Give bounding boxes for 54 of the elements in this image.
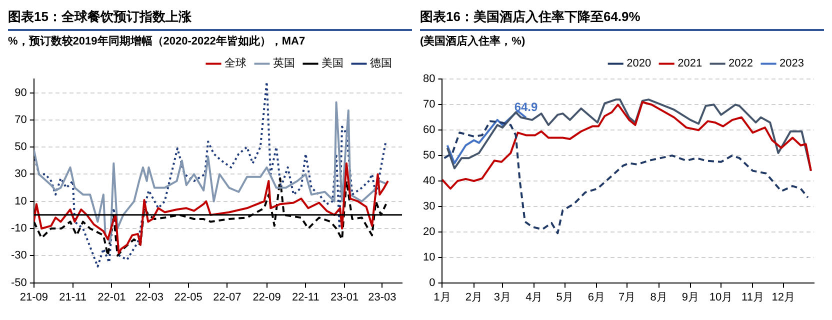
x-tick-label: 22-09 xyxy=(252,291,281,304)
y-tick-label: 50 xyxy=(14,141,27,154)
y-tick-label: 50 xyxy=(422,150,436,162)
x-tick-label: 5月 xyxy=(556,291,574,304)
x-tick-label: 22-11 xyxy=(292,291,320,304)
x-tick-label: 23-01 xyxy=(330,291,359,304)
x-tick-label: 10月 xyxy=(709,291,733,304)
x-tick-label: 2月 xyxy=(465,291,482,304)
y-tick-label: 70 xyxy=(422,98,436,111)
chart-subtitle: %，预订数较2019年同期增幅（2020-2022年皆如此），MA7 xyxy=(8,34,306,48)
x-tick-label: 23-03 xyxy=(368,291,396,304)
y-tick-label: 80 xyxy=(422,73,436,86)
legend-label: 全球 xyxy=(224,56,246,70)
y-tick-label: 0 xyxy=(429,276,436,289)
x-tick-label: 1月 xyxy=(434,291,451,304)
x-tick-label: 12月 xyxy=(772,291,795,304)
y-tick-label: -30 xyxy=(10,250,27,262)
legend-label: 2022 xyxy=(728,58,754,70)
legend-label: 德国 xyxy=(370,58,392,70)
x-tick-label: 22-01 xyxy=(98,291,126,304)
legend-label: 2023 xyxy=(780,58,804,70)
x-tick-label: 6月 xyxy=(588,291,606,304)
annotation: 64.9 xyxy=(514,100,538,114)
y-tick-label: 90 xyxy=(14,86,27,99)
x-tick-label: 22-05 xyxy=(174,291,202,304)
legend-label: 美国 xyxy=(322,56,344,70)
line-series xyxy=(34,80,388,268)
y-tick-label: -50 xyxy=(10,276,27,289)
y-tick-label: 40 xyxy=(422,175,436,188)
x-tick-label: 7月 xyxy=(618,291,636,304)
line-series xyxy=(443,120,809,234)
legend-label: 英国 xyxy=(273,56,295,70)
x-tick-label: 22-07 xyxy=(213,291,242,304)
x-tick-label: 21-11 xyxy=(59,291,86,304)
x-tick-label: 21-09 xyxy=(20,291,48,304)
y-tick-label: 30 xyxy=(422,200,436,212)
x-tick-label: 11月 xyxy=(742,291,764,304)
chart-title: 图表15：全球餐饮预订指数上涨 xyxy=(8,8,412,31)
y-tick-label: -10 xyxy=(10,222,27,235)
y-tick-label: 30 xyxy=(14,168,27,180)
y-tick-label: 10 xyxy=(422,251,436,264)
y-tick-label: 70 xyxy=(14,114,27,126)
chart-subtitle: (美国酒店入住率，%) xyxy=(420,34,526,48)
y-tick-label: 10 xyxy=(14,195,27,208)
chart-title: 图表16：美国酒店入住率下降至64.9% xyxy=(420,8,824,31)
legend-label: 2020 xyxy=(626,58,652,70)
legend-label: 2021 xyxy=(678,58,702,70)
x-tick-label: 4月 xyxy=(526,291,543,304)
x-tick-label: 8月 xyxy=(650,291,668,304)
y-tick-label: 60 xyxy=(422,124,436,136)
y-tick-label: 20 xyxy=(422,226,436,238)
x-tick-label: 22-03 xyxy=(135,291,164,304)
x-tick-label: 9月 xyxy=(682,291,699,304)
x-tick-label: 3月 xyxy=(494,291,512,304)
